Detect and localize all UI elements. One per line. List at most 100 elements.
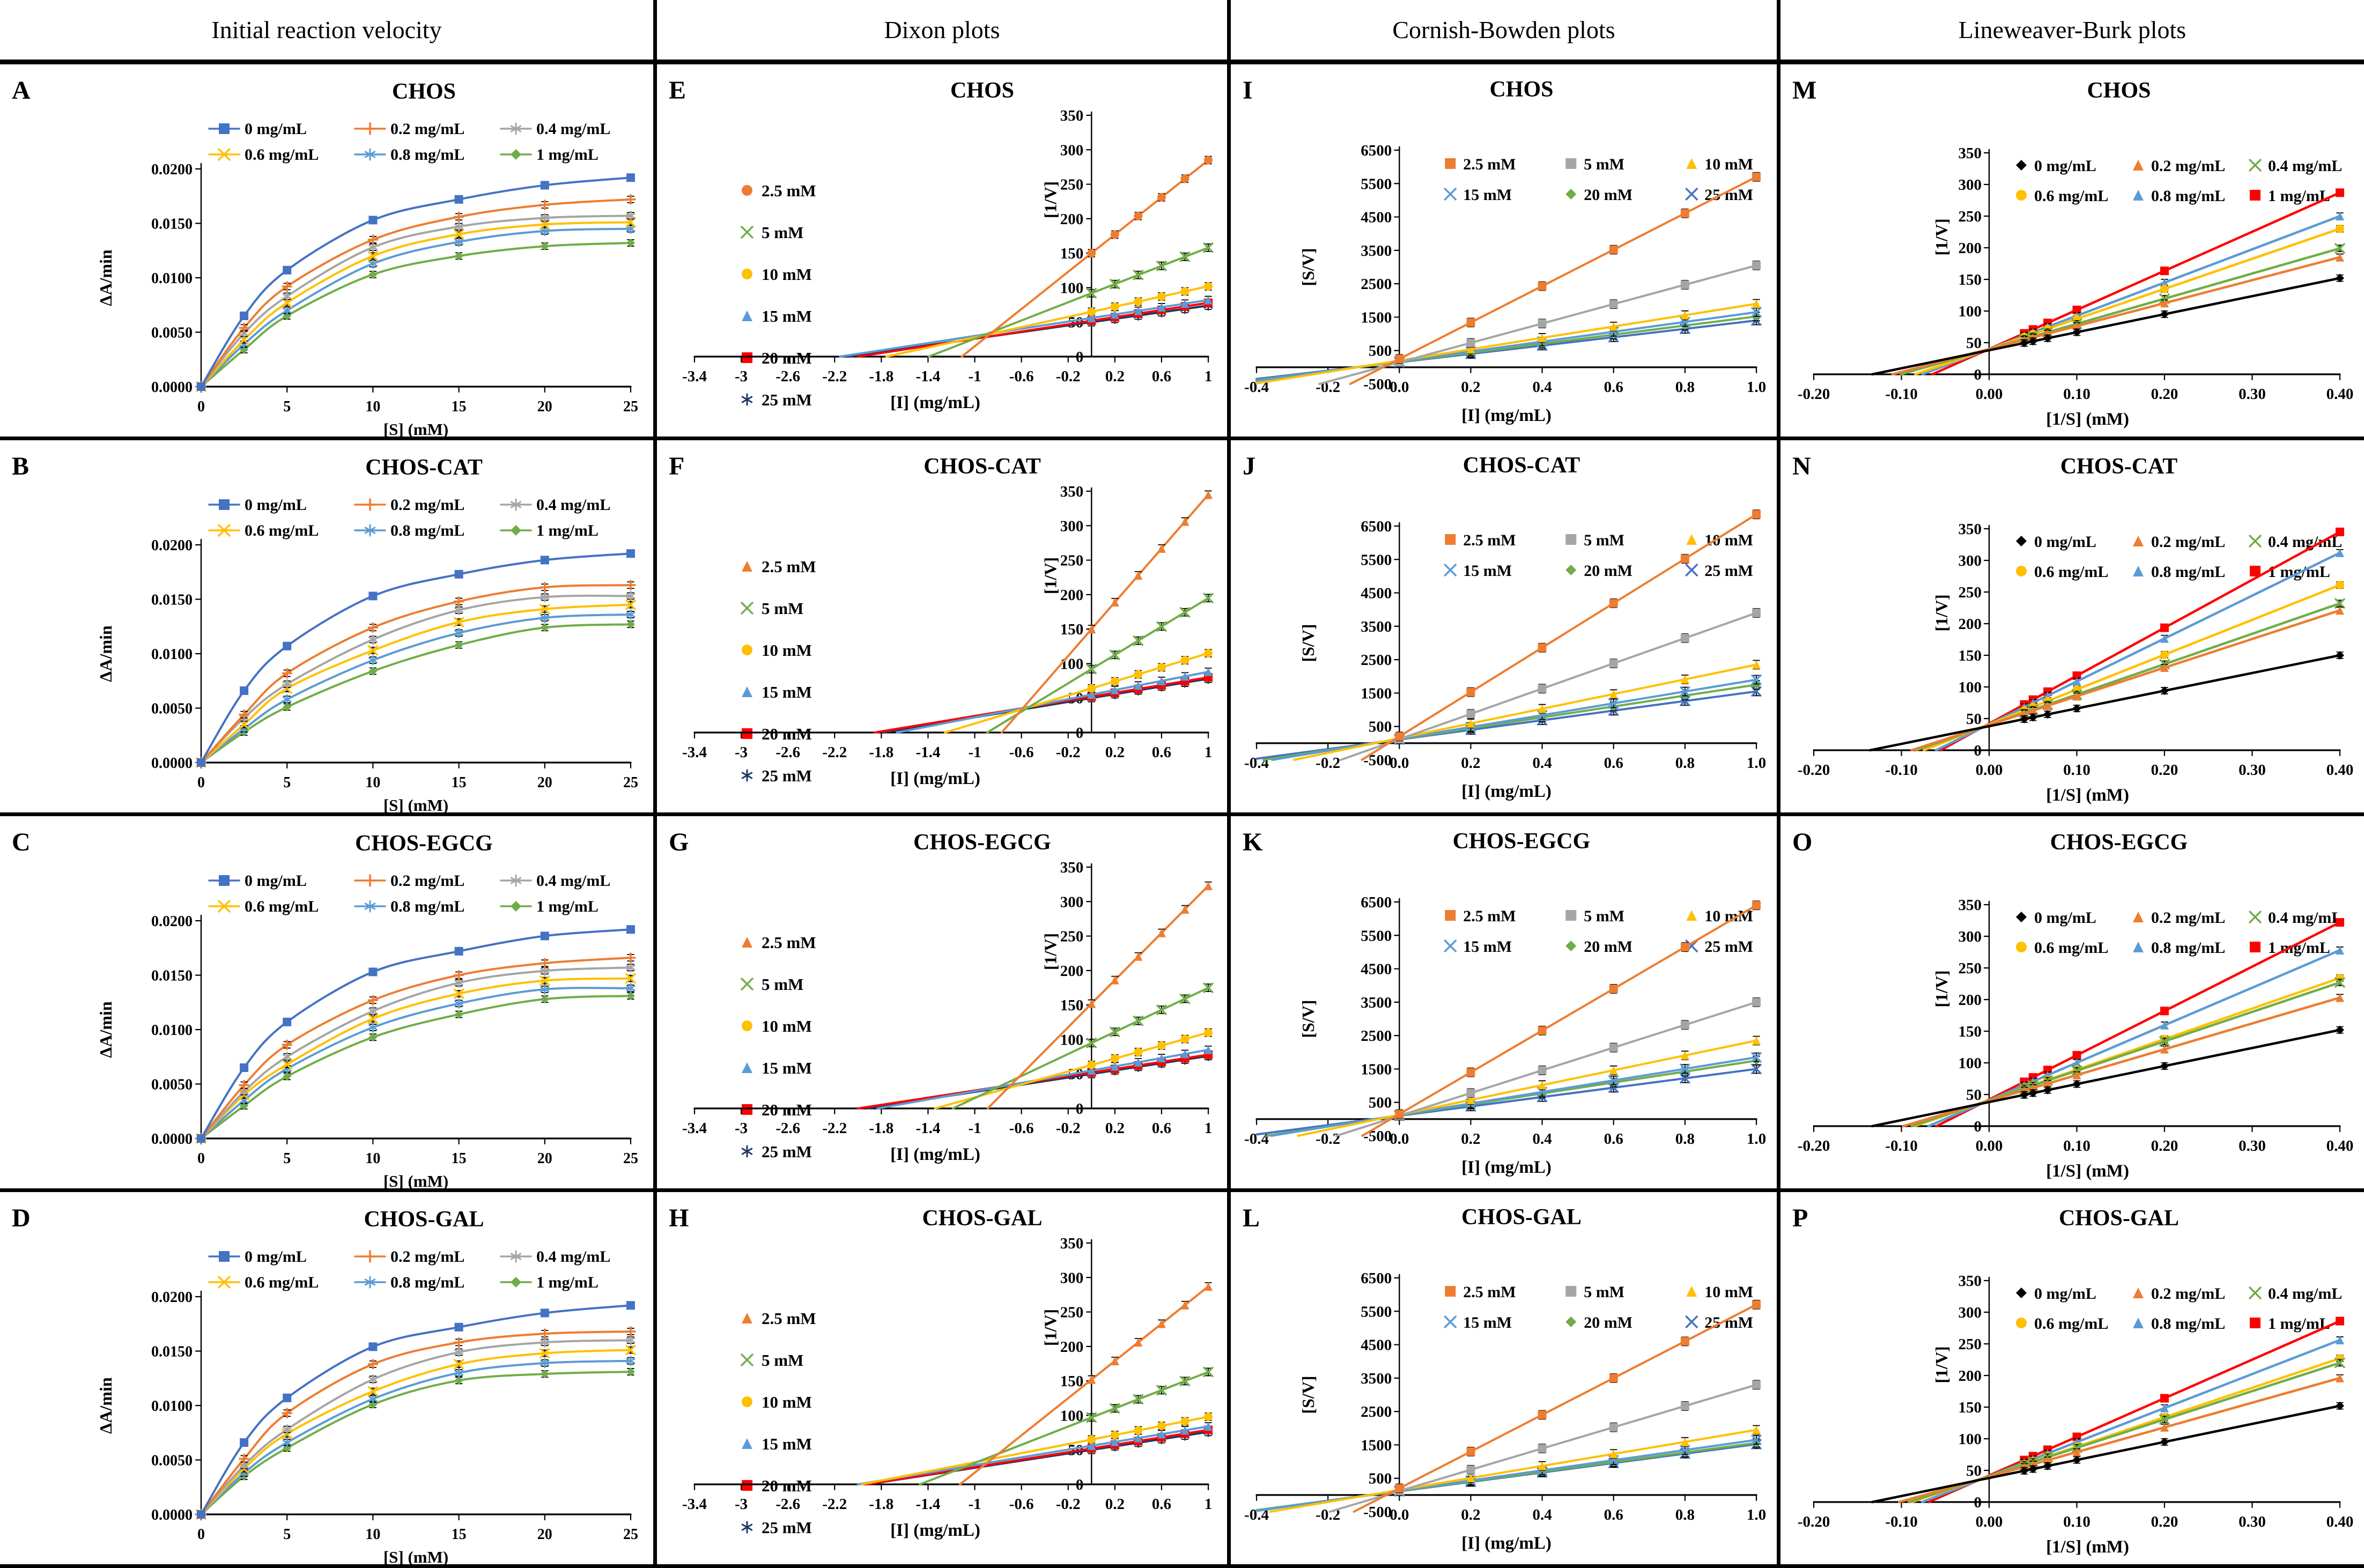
svg-text:300: 300 [1959,1304,1982,1321]
svg-text:15 mM: 15 mM [762,307,812,326]
series-15-mM [896,667,1213,734]
svg-text:15 mM: 15 mM [1463,1314,1512,1332]
svg-text:0.6: 0.6 [1152,1496,1171,1513]
svg-text:25: 25 [623,774,638,791]
svg-text:0.8 mg/mL: 0.8 mg/mL [390,522,464,539]
svg-text:0.20: 0.20 [2151,386,2178,403]
svg-text:-1.8: -1.8 [869,744,893,761]
svg-text:25: 25 [623,1526,638,1543]
svg-text:0.30: 0.30 [2239,1137,2266,1155]
svg-text:0: 0 [1974,742,1982,759]
svg-text:300: 300 [1060,142,1084,159]
svg-text:0.10: 0.10 [2063,1513,2090,1530]
svg-text:-1: -1 [968,1496,981,1513]
svg-text:1: 1 [1205,744,1213,761]
series-0.4-mg-mL [196,590,636,768]
svg-text:0 mg/mL: 0 mg/mL [245,120,307,138]
svg-text:0.6 mg/mL: 0.6 mg/mL [245,522,319,539]
column-header-lineweaver-burk: Lineweaver-Burk plots [1781,0,2364,64]
svg-text:5 mM: 5 mM [1584,1283,1624,1301]
series-0-mg-mL [197,549,635,767]
svg-text:10: 10 [365,1526,380,1543]
svg-text:5: 5 [283,398,291,415]
svg-text:10 mM: 10 mM [762,1017,812,1036]
svg-text:CHOS-CAT: CHOS-CAT [1463,453,1580,478]
svg-text:0.6: 0.6 [1152,368,1171,385]
svg-text:0.0: 0.0 [1390,1506,1409,1523]
svg-text:25 mM: 25 mM [1704,938,1753,956]
svg-text:20 mM: 20 mM [1584,186,1632,204]
svg-text:0.0200: 0.0200 [151,913,193,930]
svg-text:5500: 5500 [1361,927,1392,944]
svg-text:10 mM: 10 mM [1704,156,1753,173]
svg-text:N: N [1792,452,1811,480]
svg-text:100: 100 [1959,679,1982,696]
svg-text:ΔA/min: ΔA/min [96,1001,115,1058]
column-header-cornish-bowden: Cornish-Bowden plots [1231,0,1781,64]
svg-text:0.2 mg/mL: 0.2 mg/mL [2151,909,2225,927]
svg-text:20 mM: 20 mM [762,349,812,367]
svg-text:6500: 6500 [1361,894,1392,911]
svg-text:20 mM: 20 mM [762,1476,812,1495]
svg-text:150: 150 [1959,1399,1982,1416]
series-10-mM [1292,660,1761,761]
svg-text:350: 350 [1060,483,1084,500]
svg-text:0.0200: 0.0200 [151,161,193,178]
chart-n: N CHOS-CAT 0 mg/mL 0.2 mg/mL 0.4 mg/mL 0.6 mg… [1792,452,2353,805]
svg-text:0.0000: 0.0000 [151,1131,193,1148]
svg-text:-0.20: -0.20 [1798,386,1830,403]
svg-text:100: 100 [1959,1055,1982,1072]
svg-text:0.6: 0.6 [1604,1130,1623,1148]
svg-text:2500: 2500 [1361,1403,1392,1421]
svg-text:0.6: 0.6 [1604,379,1623,396]
svg-text:0.30: 0.30 [2239,1513,2266,1530]
svg-text:2500: 2500 [1361,652,1392,669]
svg-text:-2.2: -2.2 [822,368,847,385]
svg-text:300: 300 [1959,928,1982,945]
svg-text:0.00: 0.00 [1976,761,2003,779]
svg-text:0: 0 [1974,1494,1982,1511]
svg-text:0.00: 0.00 [1976,1513,2003,1530]
svg-text:0: 0 [1076,349,1084,366]
svg-text:2.5 mM: 2.5 mM [1463,156,1516,173]
series-15-mM [1271,674,1762,761]
svg-text:C: C [12,828,31,856]
svg-text:250: 250 [1959,960,1982,977]
svg-text:-0.10: -0.10 [1885,1513,1917,1530]
svg-text:100: 100 [1060,1031,1084,1048]
svg-text:20 mM: 20 mM [762,1100,812,1119]
svg-text:15 mM: 15 mM [762,1059,812,1077]
svg-text:1500: 1500 [1361,1437,1392,1454]
svg-text:0.6 mg/mL: 0.6 mg/mL [2034,939,2108,957]
svg-text:0.2 mg/mL: 0.2 mg/mL [390,1248,464,1266]
series-5-mM [919,1366,1214,1485]
svg-text:1500: 1500 [1361,1061,1392,1078]
svg-text:3500: 3500 [1361,618,1392,635]
svg-text:[1/V]: [1/V] [1040,557,1060,594]
svg-text:0.0000: 0.0000 [151,1507,193,1523]
chart-h: H CHOS-GAL 2.5 mM 5 mM 10 mM 15 mM 20 mM 25 mM 0… [669,1204,1214,1540]
svg-text:-0.6: -0.6 [1009,1496,1034,1513]
svg-text:2.5 mM: 2.5 mM [1463,907,1516,925]
svg-text:1: 1 [1205,1120,1213,1137]
svg-text:0.00: 0.00 [1976,386,2003,403]
svg-text:-2.6: -2.6 [775,368,800,385]
svg-text:H: H [669,1204,689,1232]
svg-text:10: 10 [365,398,380,415]
svg-text:0: 0 [1076,1476,1084,1493]
svg-text:[S] (mM): [S] (mM) [383,1172,448,1188]
chart-c: C CHOS-EGCG 0 mg/mL 0.2 mg/mL 0.4 mg/mL 0.6 m… [12,828,638,1188]
series-0-mg-mL [197,925,635,1143]
svg-text:0.2 mg/mL: 0.2 mg/mL [2151,157,2225,175]
svg-text:300: 300 [1060,517,1084,535]
series-0.4-mg-mL [196,1335,636,1520]
svg-text:5: 5 [283,1526,291,1543]
svg-text:0: 0 [1076,724,1084,742]
svg-text:1.0: 1.0 [1747,1130,1766,1148]
svg-text:0: 0 [1974,1118,1982,1135]
chart-d: D CHOS-GAL 0 mg/mL 0.2 mg/mL 0.4 mg/mL 0.6 mg… [12,1204,638,1564]
svg-text:350: 350 [1959,1273,1982,1290]
svg-text:20: 20 [537,774,552,791]
svg-text:0.0000: 0.0000 [151,755,193,772]
svg-text:25: 25 [623,398,638,415]
